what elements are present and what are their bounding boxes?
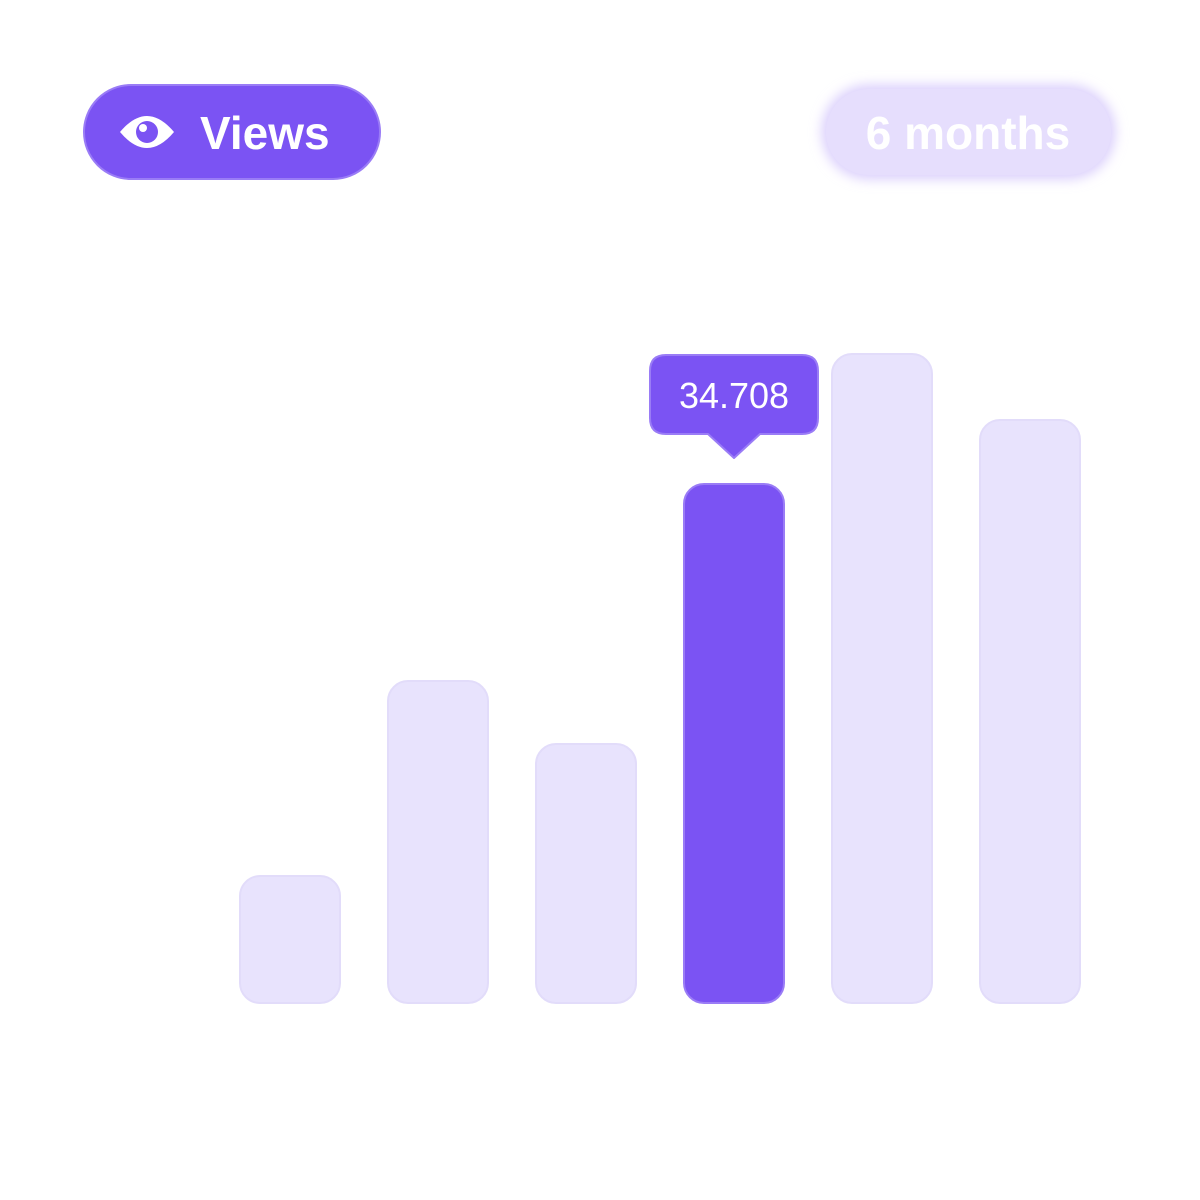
tooltip-bubble: [649, 353, 819, 459]
period-button[interactable]: 6 months: [822, 85, 1115, 179]
period-pill: [826, 89, 1111, 175]
bar: [831, 353, 933, 1004]
bar: [535, 742, 637, 1004]
eye-icon: [120, 116, 174, 148]
metric-label: Views: [200, 107, 330, 159]
bar-chart: 34.708: [239, 353, 1081, 1005]
bar: [979, 418, 1081, 1004]
bar: [387, 680, 489, 1004]
period-label: 6 months: [866, 107, 1070, 159]
tooltip: 34.708: [649, 353, 819, 459]
bar: [239, 875, 341, 1005]
highlighted-bar: [683, 482, 785, 1005]
metric-button[interactable]: Views: [83, 84, 381, 180]
metric-pill: [83, 84, 381, 180]
tooltip-value: 34.708: [679, 375, 789, 416]
